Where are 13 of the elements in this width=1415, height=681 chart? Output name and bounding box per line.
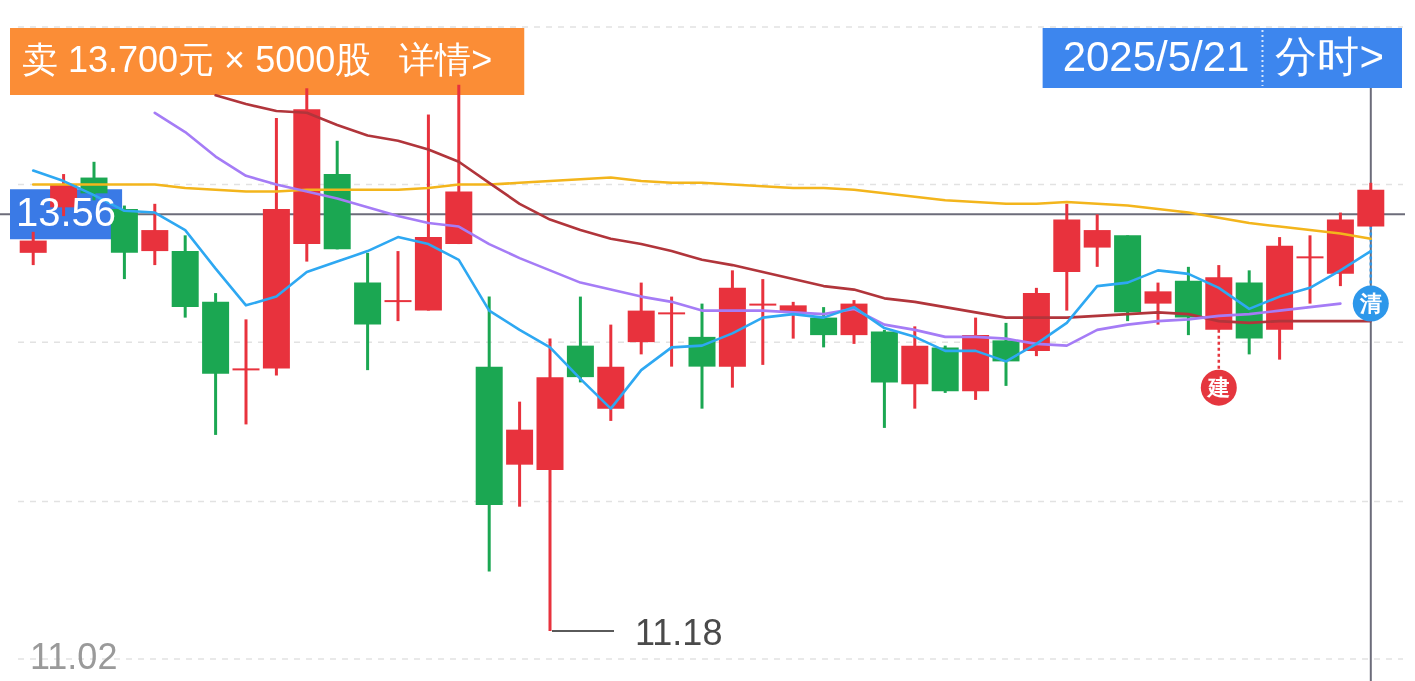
data-label: 清 xyxy=(1358,290,1382,316)
candlestick xyxy=(749,279,777,365)
data-label: 建 xyxy=(1205,374,1230,400)
annotation: 2025/5/21 xyxy=(1062,32,1250,80)
annotation: 详情> xyxy=(399,38,493,80)
annotation: 分时> xyxy=(1275,32,1384,80)
candlestick xyxy=(384,251,412,323)
candlestick xyxy=(232,319,260,425)
annotation: 11.18 xyxy=(635,611,723,653)
candlestick xyxy=(658,296,686,367)
annotation: 卖 13.700元 × 5000股 xyxy=(22,38,372,80)
candlestick xyxy=(1296,235,1324,304)
y-tick-label: 11.02 xyxy=(30,635,118,677)
